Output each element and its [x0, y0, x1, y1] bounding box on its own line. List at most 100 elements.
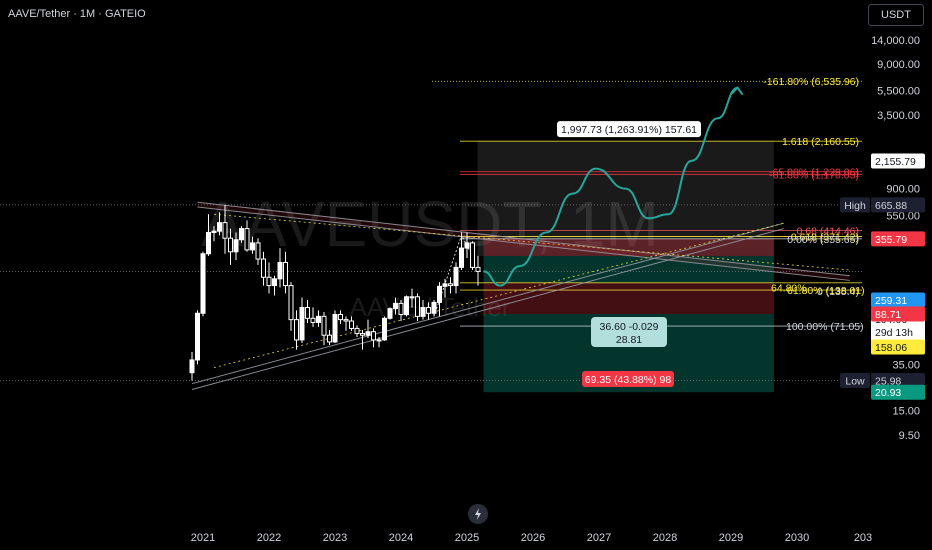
y-tick-label: 3,500.00 [877, 110, 920, 122]
candle-body-24 [321, 315, 327, 336]
time-axis[interactable]: 2021 2022 2023 2024 2025 2026 2027 2028 2029 2030… [191, 532, 872, 544]
x-tick-label: 2024 [389, 532, 413, 544]
candle-body-26 [332, 313, 338, 343]
candle-body-32 [365, 331, 371, 336]
fib-label-10: 100.00% (71.05) [786, 321, 864, 333]
fib-labels: -161.80% (6,535.96) 1.618 (2,160.55) -65.0… [763, 76, 864, 333]
target-callout-box [557, 121, 701, 138]
y-tick-label: 14,000.00 [871, 35, 920, 47]
candle-body-52 [475, 266, 481, 272]
projection-path[interactable] [483, 86, 744, 287]
x-tick-label: 2027 [587, 532, 611, 544]
candle-body-9 [239, 228, 244, 241]
candle-body-4 [211, 230, 217, 233]
entry-zone[interactable] [483, 255, 774, 283]
position-zones[interactable] [477, 141, 774, 393]
candle-body-16 [277, 261, 283, 280]
lower-channel-line-2[interactable] [191, 228, 784, 391]
candle-body-43 [426, 307, 431, 314]
price-tag-bg-2 [871, 231, 925, 247]
candle-body-23 [316, 315, 321, 323]
y-tick-label: 9,000.00 [877, 59, 920, 71]
fib-label-4: 0.68 (414.46) [797, 226, 859, 238]
x-tick-label: 2028 [653, 532, 677, 544]
x-tick-label: 2023 [323, 532, 347, 544]
candle-body-21 [305, 307, 310, 319]
fib-label-0: -161.80% (6,535.96) [763, 76, 859, 88]
price-tag-bg-7 [871, 373, 925, 389]
stop-zone[interactable] [483, 282, 774, 315]
watermark-symbol: AAVEUSDT, 1M [201, 188, 659, 260]
upper-channel-line-1[interactable] [197, 201, 850, 277]
fib-label-6: 0.00% (355.65) [787, 234, 859, 246]
candle-body-0 [189, 359, 195, 374]
candle-body-29 [349, 320, 354, 329]
channel-lines[interactable] [191, 201, 850, 391]
price-tag-2: 355.79 [875, 234, 907, 246]
price-tag-3: 259.31 [875, 295, 907, 307]
price-tag-6: 88.71 [875, 309, 901, 321]
candle-body-31 [360, 332, 365, 336]
projection-curve[interactable] [483, 86, 738, 287]
candle-body-3 [206, 231, 211, 255]
y-tick-label: 5,500.00 [877, 86, 920, 98]
candle-body-30 [354, 327, 360, 334]
price-tag-bg-6 [871, 306, 925, 322]
currency-button[interactable]: USDT [868, 4, 924, 26]
candle-body-41 [415, 296, 420, 317]
candle-body-27 [338, 313, 343, 321]
price-tag-prefix-7: Low [845, 376, 865, 388]
upper-channel-line-2[interactable] [197, 206, 850, 281]
fib-label-5: 0.618 (371.42) [791, 232, 859, 244]
price-tag-8: 20.93 [875, 387, 901, 399]
fib-label-8: 61.80% (138.01) [787, 285, 865, 297]
x-tick-label: 2030 [785, 532, 809, 544]
y-tick-label: 900.00 [886, 184, 920, 196]
y-tick-label: 35.00 [892, 359, 920, 371]
entry-callout-line1: 36.60 -0.029 [600, 321, 659, 333]
price-tag-prefix-bg-7 [840, 373, 870, 389]
candle-body-33 [371, 331, 376, 341]
candle-body-7 [228, 237, 233, 253]
y-tick-label: 9.50 [899, 430, 920, 442]
candle-body-25 [327, 334, 332, 343]
stop-callout-text: 69.35 (43.88%) 98 [585, 374, 672, 386]
candle-body-22 [310, 317, 316, 323]
candle-body-19 [294, 319, 299, 341]
price-tag-bg-1 [871, 197, 925, 213]
price-tag-countdown: 29d 13h [875, 327, 913, 339]
candle-body-37 [393, 302, 398, 310]
candle-body-35 [382, 317, 387, 341]
lower-channel-line-1[interactable] [191, 222, 784, 385]
candle-body-2 [200, 253, 206, 314]
candle-body-36 [387, 308, 393, 319]
price-tag-0: 2,155.79 [875, 156, 916, 168]
candle-body-50 [464, 242, 470, 249]
candle-body-5 [217, 222, 222, 232]
candle-body-20 [299, 307, 305, 341]
entry-callout-line2: 28.81 [616, 334, 642, 346]
candle-body-11 [250, 242, 255, 251]
price-tag-bg-5 [871, 339, 925, 355]
candle-body-15 [272, 278, 277, 287]
candle-body-42 [420, 307, 426, 317]
tradingview-logo-icon[interactable] [468, 504, 488, 524]
candle-body-18 [288, 285, 294, 321]
y-tick-label: 550.00 [886, 210, 920, 222]
candle-body-48 [453, 266, 459, 287]
x-tick-label: 2025 [455, 532, 479, 544]
candle-body-45 [437, 285, 442, 303]
x-tick-label: 203 [854, 532, 872, 544]
candle-body-51 [470, 242, 475, 268]
candle-body-12 [255, 242, 261, 260]
price-tag-prefix-bg-1 [840, 197, 870, 213]
price-tag-5: 158.06 [875, 342, 907, 354]
upper-channel-band [197, 202, 850, 281]
fib-label-3: -61.80% (1,170.05) [769, 169, 859, 181]
upper-channel-midline[interactable] [213, 213, 850, 271]
price-tag-bg-3 [871, 292, 925, 308]
x-tick-label: 2026 [521, 532, 545, 544]
candle-body-13 [261, 258, 266, 278]
candle-body-38 [398, 302, 404, 315]
